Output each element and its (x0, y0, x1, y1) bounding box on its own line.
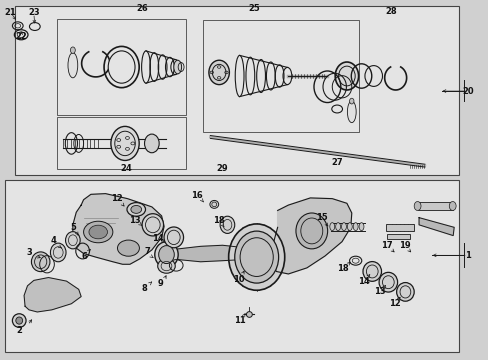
Ellipse shape (163, 227, 183, 248)
Ellipse shape (378, 273, 397, 292)
Text: 19: 19 (398, 241, 409, 250)
Text: 27: 27 (331, 158, 342, 167)
Text: 12: 12 (388, 299, 400, 308)
Ellipse shape (220, 216, 234, 233)
Ellipse shape (234, 231, 278, 283)
Text: 11: 11 (233, 316, 245, 325)
Text: 18: 18 (337, 265, 348, 274)
Text: 23: 23 (28, 8, 40, 17)
Text: 16: 16 (190, 190, 202, 199)
Text: 24: 24 (121, 164, 132, 173)
Ellipse shape (31, 252, 50, 272)
Ellipse shape (144, 134, 159, 153)
Polygon shape (272, 198, 351, 274)
Ellipse shape (117, 240, 139, 256)
Text: 1: 1 (464, 251, 470, 260)
Ellipse shape (295, 213, 327, 249)
Text: 17: 17 (380, 241, 392, 250)
Text: 20: 20 (461, 86, 473, 95)
Ellipse shape (396, 283, 413, 301)
Polygon shape (24, 278, 81, 312)
Text: 15: 15 (315, 213, 327, 222)
Text: 5: 5 (70, 223, 76, 232)
Ellipse shape (65, 231, 80, 249)
Text: 26: 26 (136, 4, 148, 13)
Bar (4, 180, 458, 352)
Bar (385, 225, 413, 231)
Ellipse shape (334, 62, 358, 90)
Ellipse shape (352, 223, 357, 230)
Ellipse shape (228, 224, 284, 290)
Ellipse shape (89, 225, 107, 239)
Text: 2: 2 (16, 326, 22, 335)
Ellipse shape (131, 206, 142, 213)
Ellipse shape (329, 223, 334, 230)
Polygon shape (165, 245, 254, 262)
Polygon shape (418, 218, 453, 235)
Ellipse shape (173, 60, 181, 74)
Ellipse shape (142, 214, 163, 236)
Text: 22: 22 (15, 32, 27, 41)
Ellipse shape (83, 221, 113, 243)
Ellipse shape (127, 203, 145, 216)
Text: 7: 7 (144, 247, 149, 256)
Text: 29: 29 (216, 164, 228, 173)
Text: 3: 3 (26, 248, 32, 257)
Text: 13: 13 (129, 216, 141, 225)
Bar (386, 234, 409, 239)
Ellipse shape (12, 314, 26, 327)
Bar (203, 21, 358, 132)
Ellipse shape (111, 126, 139, 161)
Ellipse shape (70, 47, 75, 53)
Ellipse shape (158, 259, 175, 273)
Ellipse shape (208, 60, 229, 85)
Bar (57, 117, 185, 169)
Ellipse shape (341, 223, 346, 230)
Ellipse shape (68, 53, 78, 78)
Ellipse shape (16, 317, 22, 324)
Text: 18: 18 (213, 216, 224, 225)
Bar (57, 19, 185, 116)
Text: 14: 14 (357, 276, 369, 285)
Bar (15, 6, 458, 175)
Text: 8: 8 (142, 284, 147, 293)
Ellipse shape (358, 223, 363, 230)
Text: 6: 6 (81, 252, 87, 261)
Ellipse shape (209, 201, 218, 208)
Text: 4: 4 (50, 237, 56, 246)
Text: 28: 28 (384, 7, 396, 16)
Ellipse shape (155, 242, 178, 267)
Ellipse shape (246, 312, 252, 318)
Text: 25: 25 (248, 4, 260, 13)
Ellipse shape (448, 202, 455, 211)
Polygon shape (73, 194, 163, 264)
Ellipse shape (335, 223, 340, 230)
Ellipse shape (349, 98, 353, 104)
Ellipse shape (362, 262, 381, 281)
Text: 12: 12 (111, 194, 122, 203)
Text: 9: 9 (158, 279, 163, 288)
Text: 10: 10 (232, 275, 244, 284)
Ellipse shape (346, 101, 355, 123)
Ellipse shape (50, 243, 66, 262)
Ellipse shape (108, 51, 135, 83)
Ellipse shape (413, 202, 420, 211)
Text: 13: 13 (373, 287, 385, 296)
Text: 21: 21 (4, 8, 16, 17)
Text: 14: 14 (151, 234, 163, 243)
Ellipse shape (346, 223, 351, 230)
Ellipse shape (158, 246, 174, 264)
Bar (417, 202, 452, 211)
